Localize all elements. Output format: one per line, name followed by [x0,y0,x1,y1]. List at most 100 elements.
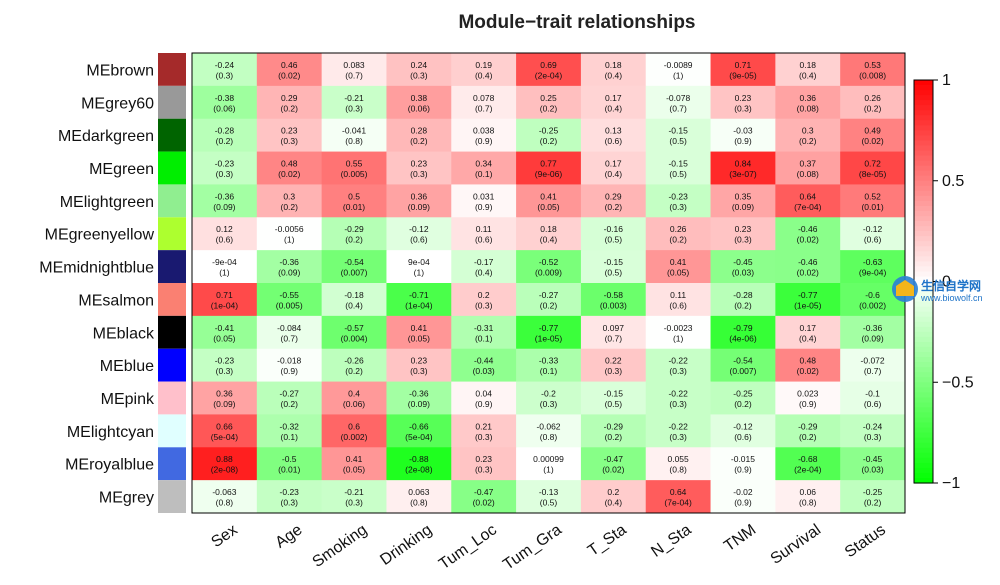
heatmap-cell [775,381,841,415]
heatmap-cell [840,348,906,383]
heatmap-cell [321,250,387,284]
row-label-MEblue: MEblue [100,358,154,375]
heatmap-cell [645,184,712,218]
heatmap-cell [321,348,387,383]
cell-value-label: 0.24 [411,60,428,70]
row-color-swatch-MElightcyan [158,414,186,448]
cell-value-label: -0.072 [861,356,885,366]
cell-pvalue-label: (0.2) [410,136,428,146]
cell-pvalue-label: (0.9) [734,498,752,508]
cell-value-label: 0.26 [864,93,881,103]
cell-pvalue-label: (0.7) [605,333,623,343]
cell-pvalue-label: (1) [543,465,554,475]
cell-value-label: -0.21 [344,487,364,497]
cell-pvalue-label: (0.01) [861,202,883,212]
heatmap-cell [710,447,776,481]
heatmap-cell [645,151,712,185]
heatmap-cell [775,250,841,284]
cell-value-label: -0.28 [733,290,753,300]
cell-pvalue-label: (1e-05) [794,300,822,310]
heatmap-cell [321,151,387,185]
cell-value-label: 0.2 [607,487,619,497]
cell-value-label: 0.77 [540,159,557,169]
heatmap-cell [516,381,582,415]
legend-gradient-segment [914,452,933,459]
heatmap-cell [321,85,387,120]
heatmap-cell [645,414,712,448]
cell-pvalue-label: (0.1) [475,169,493,179]
cell-value-label: 0.18 [605,60,622,70]
legend-gradient-segment [914,437,933,444]
cell-value-label: -0.24 [215,60,235,70]
cell-value-label: 0.06 [799,487,816,497]
cell-pvalue-label: (0.9) [475,202,493,212]
cell-value-label: 0.23 [411,356,428,366]
heatmap-cell [256,250,323,284]
heatmap-cell [386,184,452,218]
cell-value-label: 0.6 [348,421,360,431]
cell-value-label: -0.71 [409,290,429,300]
cell-value-label: -0.36 [863,323,883,333]
legend-gradient-segment [914,326,933,333]
legend-tick-label: 1 [942,72,951,89]
cell-pvalue-label: (0.3) [345,103,363,113]
cell-value-label: 0.64 [799,191,816,201]
cell-pvalue-label: (0.2) [280,399,298,409]
heatmap-cell [580,53,647,87]
heatmap-cell [321,315,387,350]
legend-gradient-segment [914,80,933,86]
cell-value-label: 0.41 [346,454,363,464]
heatmap-cell [516,85,582,120]
legend-gradient-segment [914,387,933,393]
heatmap-cell [645,315,712,350]
heatmap-cell [451,85,517,120]
heatmap-cell [580,381,647,415]
cell-pvalue-label: (0.01) [278,465,300,475]
heatmap-cell [192,151,258,185]
cell-value-label: -0.46 [798,257,818,267]
heatmap-cell [580,414,647,448]
cell-value-label: 0.34 [475,159,492,169]
legend-gradient-segment [914,120,933,126]
heatmap-cell [256,414,323,448]
legend-gradient-segment [914,271,933,278]
cell-value-label: 0.48 [799,356,816,366]
cell-value-label: 0.00099 [533,454,564,464]
cell-value-label: -0.2 [541,389,556,399]
cell-pvalue-label: (5e-04) [405,432,433,442]
cell-pvalue-label: (0.1) [540,366,558,376]
cell-pvalue-label: (0.8) [799,498,817,508]
cell-pvalue-label: (4e-06) [729,333,757,343]
row-label-MEbrown: MEbrown [86,62,154,79]
heatmap-cell [451,315,517,350]
cell-value-label: 0.49 [864,126,881,136]
row-label-MEgrey: MEgrey [99,490,154,507]
heatmap-cell [516,480,582,514]
legend-gradient-segment [914,341,933,348]
cell-value-label: 0.36 [411,191,428,201]
cell-pvalue-label: (0.09) [732,202,754,212]
cell-pvalue-label: (0.05) [343,465,365,475]
cell-pvalue-label: (1e-05) [535,333,563,343]
cell-value-label: -0.22 [668,421,688,431]
cell-pvalue-label: (0.08) [797,103,819,113]
cell-pvalue-label: (0.2) [669,235,687,245]
heatmap-cell [580,85,647,120]
cell-value-label: 0.52 [864,191,881,201]
heatmap-cell [775,118,841,153]
cell-pvalue-label: (0.2) [605,432,623,442]
heatmap-cell [256,118,323,153]
col-label-Age: Age [272,521,305,551]
row-color-swatch-MEpink [158,381,186,415]
cell-value-label: -0.15 [604,389,624,399]
cell-pvalue-label: (1) [284,235,295,245]
row-label-MEgrey60: MEgrey60 [81,95,154,112]
cell-pvalue-label: (0.5) [605,399,623,409]
cell-value-label: -0.36 [409,389,429,399]
row-color-swatch-MEbrown [158,53,186,86]
cell-value-label: -0.5 [282,454,297,464]
cell-pvalue-label: (0.2) [799,432,817,442]
cell-value-label: -0.47 [604,454,624,464]
cell-pvalue-label: (0.06) [408,103,430,113]
legend-gradient-segment [914,362,933,368]
